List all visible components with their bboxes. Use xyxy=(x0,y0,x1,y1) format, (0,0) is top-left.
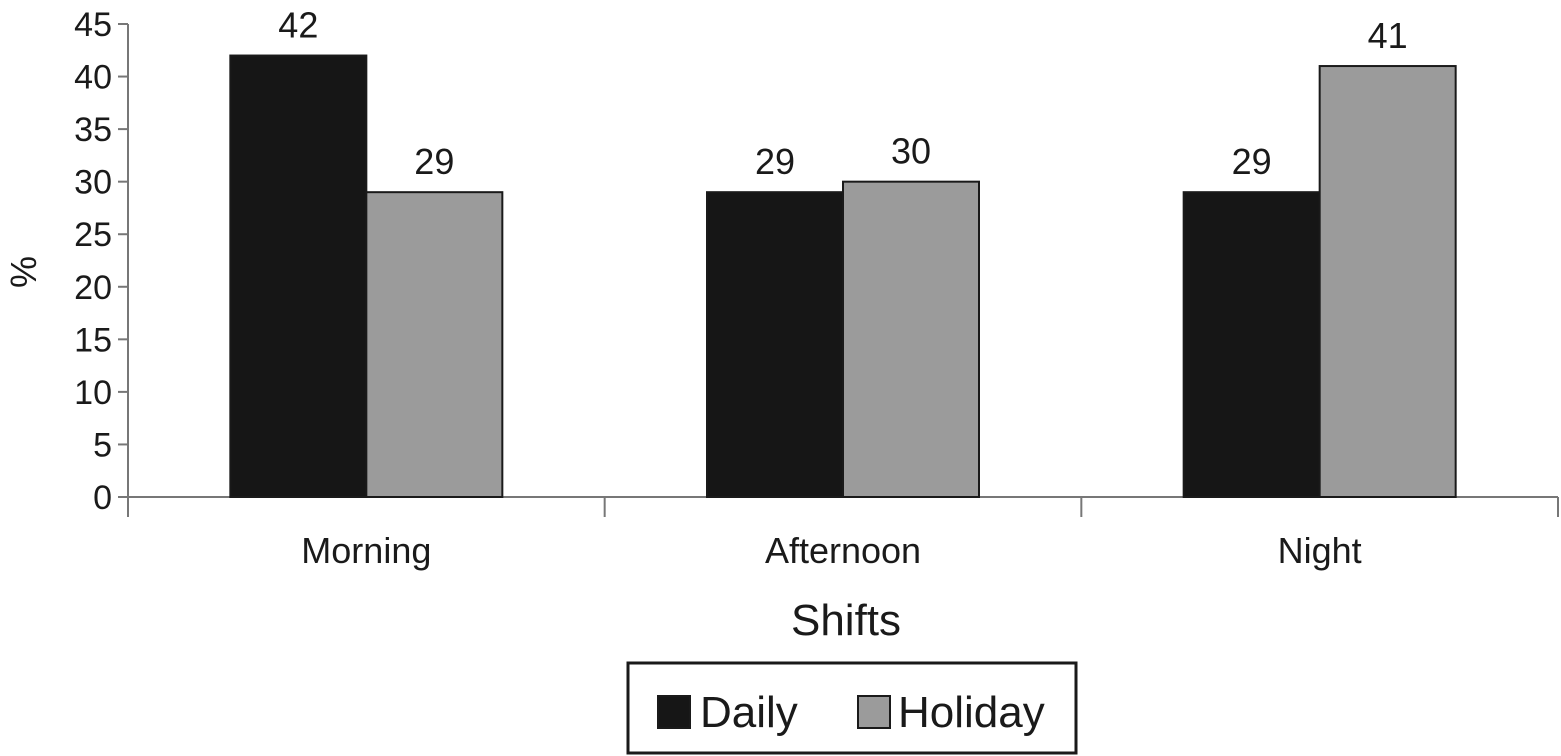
y-tick-label: 45 xyxy=(74,6,112,44)
y-tick-label: 25 xyxy=(74,216,112,254)
y-tick-label: 30 xyxy=(74,164,112,202)
bar-holiday-afternoon xyxy=(842,180,980,499)
legend-label-holiday: Holiday xyxy=(898,688,1045,737)
data-label-daily-night: 29 xyxy=(1232,141,1272,182)
bar-daily-night xyxy=(1182,191,1321,499)
bar-holiday-night xyxy=(1318,65,1457,499)
bars xyxy=(229,54,1457,499)
x-tick-label-afternoon: Afternoon xyxy=(765,530,921,571)
data-label-holiday-morning: 29 xyxy=(414,141,454,182)
data-label-holiday-night: 41 xyxy=(1368,15,1408,56)
bar-daily-afternoon xyxy=(706,191,844,499)
y-axis-title: % xyxy=(3,256,44,288)
y-tick-label: 5 xyxy=(93,426,112,464)
legend: Daily Holiday xyxy=(626,661,1078,755)
data-label-daily-morning: 42 xyxy=(278,5,318,46)
y-tick-label: 40 xyxy=(74,59,112,97)
data-label-daily-afternoon: 29 xyxy=(755,141,795,182)
x-tick-label-night: Night xyxy=(1278,530,1362,571)
x-axis-title: Shifts xyxy=(791,596,901,645)
bar-holiday-morning xyxy=(365,191,504,499)
y-tick-label: 10 xyxy=(74,374,112,412)
legend-frame xyxy=(626,661,1078,755)
legend-swatch-holiday xyxy=(857,695,891,729)
data-label-holiday-afternoon: 30 xyxy=(891,131,931,172)
y-tick-label: 35 xyxy=(74,111,112,149)
bar-daily-morning xyxy=(229,54,368,499)
labels: 0 5 10 15 20 25 30 35 40 45 42 29 Morning 29 30 Afterno… xyxy=(74,5,1408,571)
legend-swatch-daily xyxy=(657,695,691,729)
y-tick-label: 15 xyxy=(74,321,112,359)
legend-label-daily: Daily xyxy=(700,688,798,737)
y-tick-label: 0 xyxy=(93,479,112,517)
x-tick-label-morning: Morning xyxy=(301,530,431,571)
y-tick-label: 20 xyxy=(74,269,112,307)
